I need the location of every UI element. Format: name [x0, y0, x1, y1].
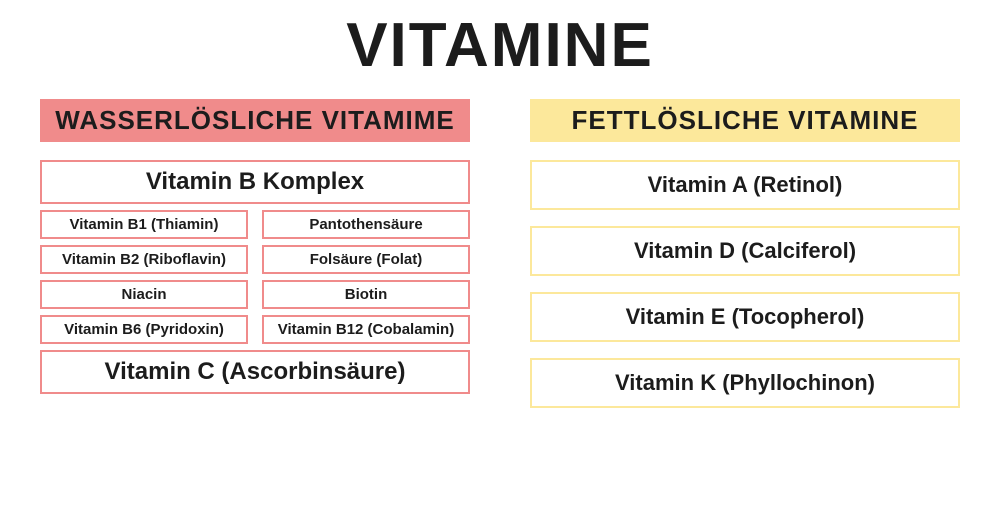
fat-soluble-column: FETTLÖSLICHE VITAMINE Vitamin A (Retinol…: [530, 99, 960, 408]
fat-soluble-box: Vitamin K (Phyllochinon): [530, 358, 960, 408]
b-vitamin-box: Vitamin B1 (Thiamin): [40, 210, 248, 239]
fat-soluble-list: Vitamin A (Retinol) Vitamin D (Calciferol…: [530, 160, 960, 408]
water-soluble-column: WASSERLÖSLICHE VITAMIME Vitamin B Komple…: [40, 99, 470, 408]
columns: WASSERLÖSLICHE VITAMIME Vitamin B Komple…: [40, 99, 960, 408]
fat-soluble-box: Vitamin A (Retinol): [530, 160, 960, 210]
b-vitamin-box: Vitamin B2 (Riboflavin): [40, 245, 248, 274]
vitamin-c-box: Vitamin C (Ascorbinsäure): [40, 350, 470, 394]
b-vitamins-grid: Vitamin B1 (Thiamin) Pantothensäure Vitami…: [40, 210, 470, 344]
b-vitamin-box: Vitamin B6 (Pyridoxin): [40, 315, 248, 344]
fat-soluble-header: FETTLÖSLICHE VITAMINE: [530, 99, 960, 142]
b-vitamin-box: Biotin: [262, 280, 470, 309]
fat-soluble-box: Vitamin D (Calciferol): [530, 226, 960, 276]
fat-soluble-box: Vitamin E (Tocopherol): [530, 292, 960, 342]
vitamin-infographic: VITAMINE WASSERLÖSLICHE VITAMIME Vitamin…: [0, 0, 1000, 418]
b-vitamin-box: Pantothensäure: [262, 210, 470, 239]
b-vitamin-box: Niacin: [40, 280, 248, 309]
main-title: VITAMINE: [40, 10, 960, 81]
water-soluble-header: WASSERLÖSLICHE VITAMIME: [40, 99, 470, 142]
vitamin-b-complex-box: Vitamin B Komplex: [40, 160, 470, 204]
b-vitamin-box: Vitamin B12 (Cobalamin): [262, 315, 470, 344]
b-vitamin-box: Folsäure (Folat): [262, 245, 470, 274]
